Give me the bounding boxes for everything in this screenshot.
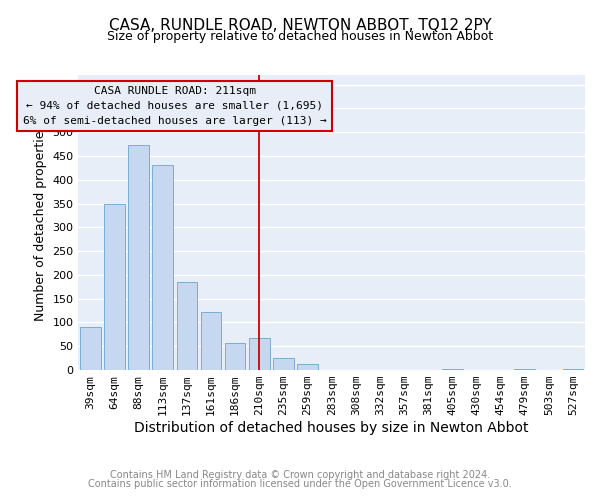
Bar [249, 338, 269, 370]
Bar [128, 146, 149, 370]
Bar [514, 368, 535, 370]
Text: Contains HM Land Registry data © Crown copyright and database right 2024.: Contains HM Land Registry data © Crown c… [110, 470, 490, 480]
Text: CASA, RUNDLE ROAD, NEWTON ABBOT, TQ12 2PY: CASA, RUNDLE ROAD, NEWTON ABBOT, TQ12 2P… [109, 18, 491, 32]
Y-axis label: Number of detached properties: Number of detached properties [34, 124, 47, 321]
Bar [273, 358, 293, 370]
X-axis label: Distribution of detached houses by size in Newton Abbot: Distribution of detached houses by size … [134, 421, 529, 435]
Bar [297, 364, 318, 370]
Text: CASA RUNDLE ROAD: 211sqm
← 94% of detached houses are smaller (1,695)
6% of semi: CASA RUNDLE ROAD: 211sqm ← 94% of detach… [23, 86, 326, 126]
Bar [80, 327, 101, 370]
Bar [225, 343, 245, 370]
Bar [176, 282, 197, 370]
Bar [442, 368, 463, 370]
Text: Contains public sector information licensed under the Open Government Licence v3: Contains public sector information licen… [88, 479, 512, 489]
Bar [104, 204, 125, 370]
Bar [563, 368, 583, 370]
Bar [152, 166, 173, 370]
Bar [201, 312, 221, 370]
Text: Size of property relative to detached houses in Newton Abbot: Size of property relative to detached ho… [107, 30, 493, 43]
